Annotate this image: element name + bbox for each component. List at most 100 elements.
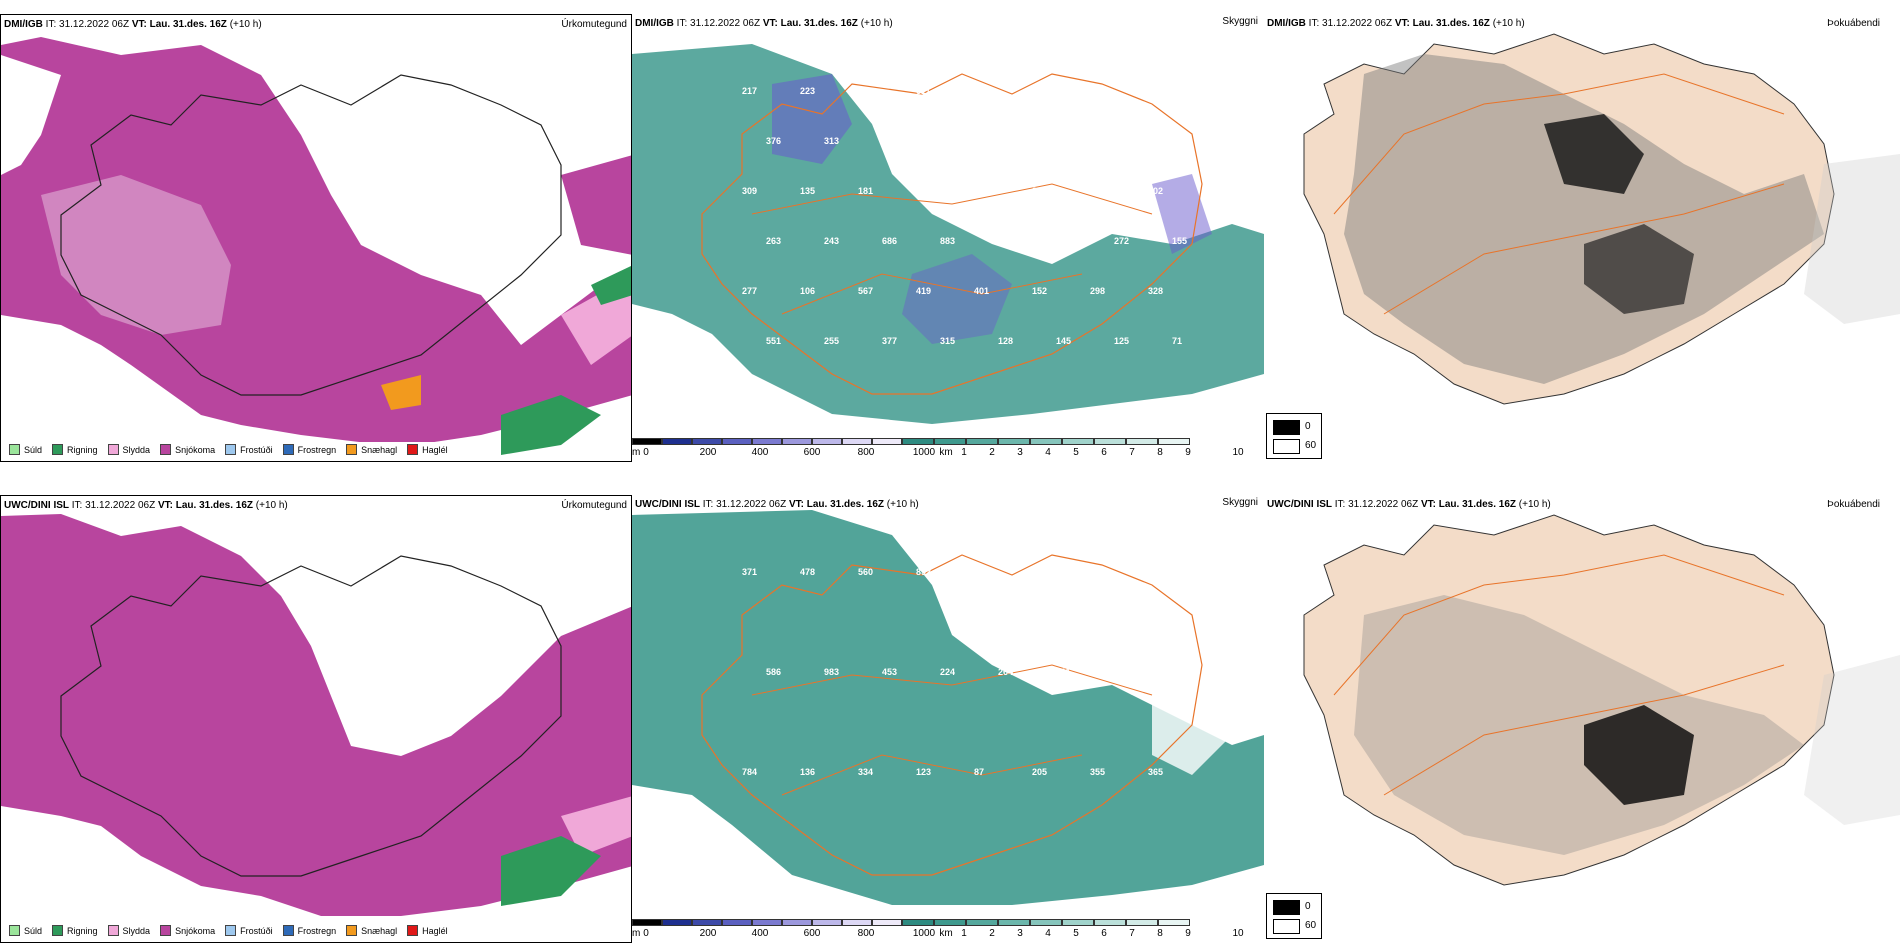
visibility-label: 272 (1114, 236, 1129, 246)
visibility-label: 394 (974, 86, 989, 96)
vis-m-tick: 200 (699, 447, 717, 458)
legend-item-frostregn: Frostregn (282, 925, 336, 936)
visibility-label: 355 (1090, 767, 1105, 777)
ptype-header-row1: DMI/IGB IT: 31.12.2022 06Z VT: Lau. 31.d… (4, 19, 262, 30)
vis-map-row1: 217 223 247 611 394 321 306 470 376 313 170 370 751 2… (632, 44, 1264, 424)
vis-m-tick: 600 (803, 928, 821, 939)
visibility-label: 755 (1032, 567, 1047, 577)
visibility-label: 128 (998, 336, 1013, 346)
legend-item-sudl: Súld (9, 925, 42, 936)
legend-item-snaehagl: Snæhagl (346, 925, 397, 936)
vis-header-row1: DMI/IGB IT: 31.12.2022 06Z VT: Lau. 31.d… (635, 18, 893, 29)
visibility-label: 255 (824, 336, 839, 346)
vis-m-unit-row2: m (632, 928, 641, 939)
visibility-label: 155 (1172, 236, 1187, 246)
visibility-label: 419 (916, 286, 931, 296)
vis-map-row2: 371 478 560 892 523 755 433 875 586 983 453 224 264 5… (632, 510, 1264, 905)
fog-legend-bottom: 60 (1305, 440, 1317, 451)
vis-km-unit-row1: km (939, 447, 953, 458)
ptype-map-row2 (1, 514, 631, 926)
visibility-label: 152 (1032, 286, 1047, 296)
fog-title-row2: Þokuábendi (1827, 499, 1880, 510)
ptype-title-row1: Úrkomutegund (561, 19, 627, 30)
visibility-label: 87 (974, 767, 984, 777)
visibility-label: 294 (1032, 186, 1047, 196)
visibility-label: 365 (1148, 767, 1163, 777)
visibility-label: 264 (998, 667, 1013, 677)
visibility-label: 751 (998, 136, 1013, 146)
visibility-label: 123 (916, 767, 931, 777)
vis-km-tick: 5 (1073, 928, 1079, 939)
visibility-label: 205 (1032, 767, 1047, 777)
fog-panel-row2: UWC/DINI ISL IT: 31.12.2022 06Z VT: Lau.… (1264, 495, 1900, 943)
ptype-panel-row2: UWC/DINI ISL IT: 31.12.2022 06Z VT: Lau.… (0, 495, 632, 943)
vis-km-tick: 3 (1017, 447, 1023, 458)
legend-item-snjokoma: Snjókoma (160, 925, 215, 936)
visibility-label: 253 (1056, 236, 1071, 246)
vis-km-tick: 4 (1045, 447, 1051, 458)
visibility-label: 298 (1090, 286, 1105, 296)
vis-km-tick: 6 (1101, 447, 1107, 458)
visibility-label: 433 (1090, 567, 1105, 577)
vis-km-tick: 4 (1045, 928, 1051, 939)
visibility-label: 224 (940, 667, 955, 677)
vis-panel-row2: UWC/DINI ISL IT: 31.12.2022 06Z VT: Lau.… (632, 495, 1264, 943)
visibility-label: 313 (824, 136, 839, 146)
vis-m-tick: 400 (751, 928, 769, 939)
visibility-label: 277 (742, 286, 757, 296)
vis-header-row2: UWC/DINI ISL IT: 31.12.2022 06Z VT: Lau.… (635, 499, 919, 510)
visibility-label: 523 (974, 567, 989, 577)
visibility-label: 371 (742, 567, 757, 577)
visibility-label: 766 (1172, 667, 1187, 677)
visibility-label: 478 (800, 567, 815, 577)
fog-panel-row1: DMI/IGB IT: 31.12.2022 06Z VT: Lau. 31.d… (1264, 14, 1900, 462)
legend-item-frostudi: Frostúði (225, 444, 273, 455)
visibility-label: 170 (882, 136, 897, 146)
visibility-label: 223 (800, 86, 815, 96)
fog-header-row1: DMI/IGB IT: 31.12.2022 06Z VT: Lau. 31.d… (1267, 18, 1525, 29)
visibility-label: 71 (1172, 336, 1182, 346)
visibility-label: 247 (858, 86, 873, 96)
visibility-label: 317 (974, 186, 989, 196)
vis-colorbar-row2: m 0 200 400 600 800 1000 km 1 2 3 4 5 6 … (632, 919, 1264, 943)
visibility-label: 376 (766, 136, 781, 146)
vis-km-unit-row2: km (939, 928, 953, 939)
ptype-panel-row1: DMI/IGB IT: 31.12.2022 06Z VT: Lau. 31.d… (0, 14, 632, 462)
vis-m-tick: 400 (751, 447, 769, 458)
visibility-label: 321 (1032, 86, 1047, 96)
visibility-label: 136 (800, 767, 815, 777)
vis-m-tick: 800 (857, 928, 875, 939)
visibility-label: 184 (916, 186, 931, 196)
visibility-label: 370 (940, 136, 955, 146)
vis-km-tick: 2 (989, 447, 995, 458)
fog-legend-bottom: 60 (1305, 920, 1317, 931)
fog-legend-top: 0 (1305, 421, 1311, 432)
visibility-label: 106 (800, 286, 815, 296)
vis-km-tick: 5 (1073, 447, 1079, 458)
visibility-label: 892 (916, 567, 931, 577)
legend-item-haglel: Haglél (407, 925, 448, 936)
vis-m-tick: 800 (857, 447, 875, 458)
visibility-label: 586 (766, 667, 781, 677)
vis-title-row2: Skyggni (1222, 497, 1258, 508)
legend-item-frostregn: Frostregn (282, 444, 336, 455)
legend-item-slydda: Slydda (107, 444, 150, 455)
legend-item-snaehagl: Snæhagl (346, 444, 397, 455)
visibility-label: 883 (940, 236, 955, 246)
visibility-label: 102 (1148, 186, 1163, 196)
visibility-label: 413 (998, 236, 1013, 246)
fog-legend-row1: 0 60 (1266, 413, 1322, 459)
ptype-map-row1 (1, 37, 631, 455)
visibility-label: 181 (858, 186, 873, 196)
visibility-label: 358 (1114, 667, 1129, 677)
fog-legend-row2: 0 60 (1266, 893, 1322, 939)
vis-m-tick: 1000 (912, 447, 936, 458)
visibility-label: 567 (858, 286, 873, 296)
vis-km-tick: 6 (1101, 928, 1107, 939)
visibility-label: 686 (882, 236, 897, 246)
visibility-label: 377 (882, 336, 897, 346)
visibility-label: 263 (766, 236, 781, 246)
ptype-legend-row1: Súld Rigning Slydda Snjókoma Frostúði Fr… (5, 442, 452, 457)
visibility-label: 217 (742, 86, 757, 96)
fog-map-row2 (1303, 514, 1900, 886)
